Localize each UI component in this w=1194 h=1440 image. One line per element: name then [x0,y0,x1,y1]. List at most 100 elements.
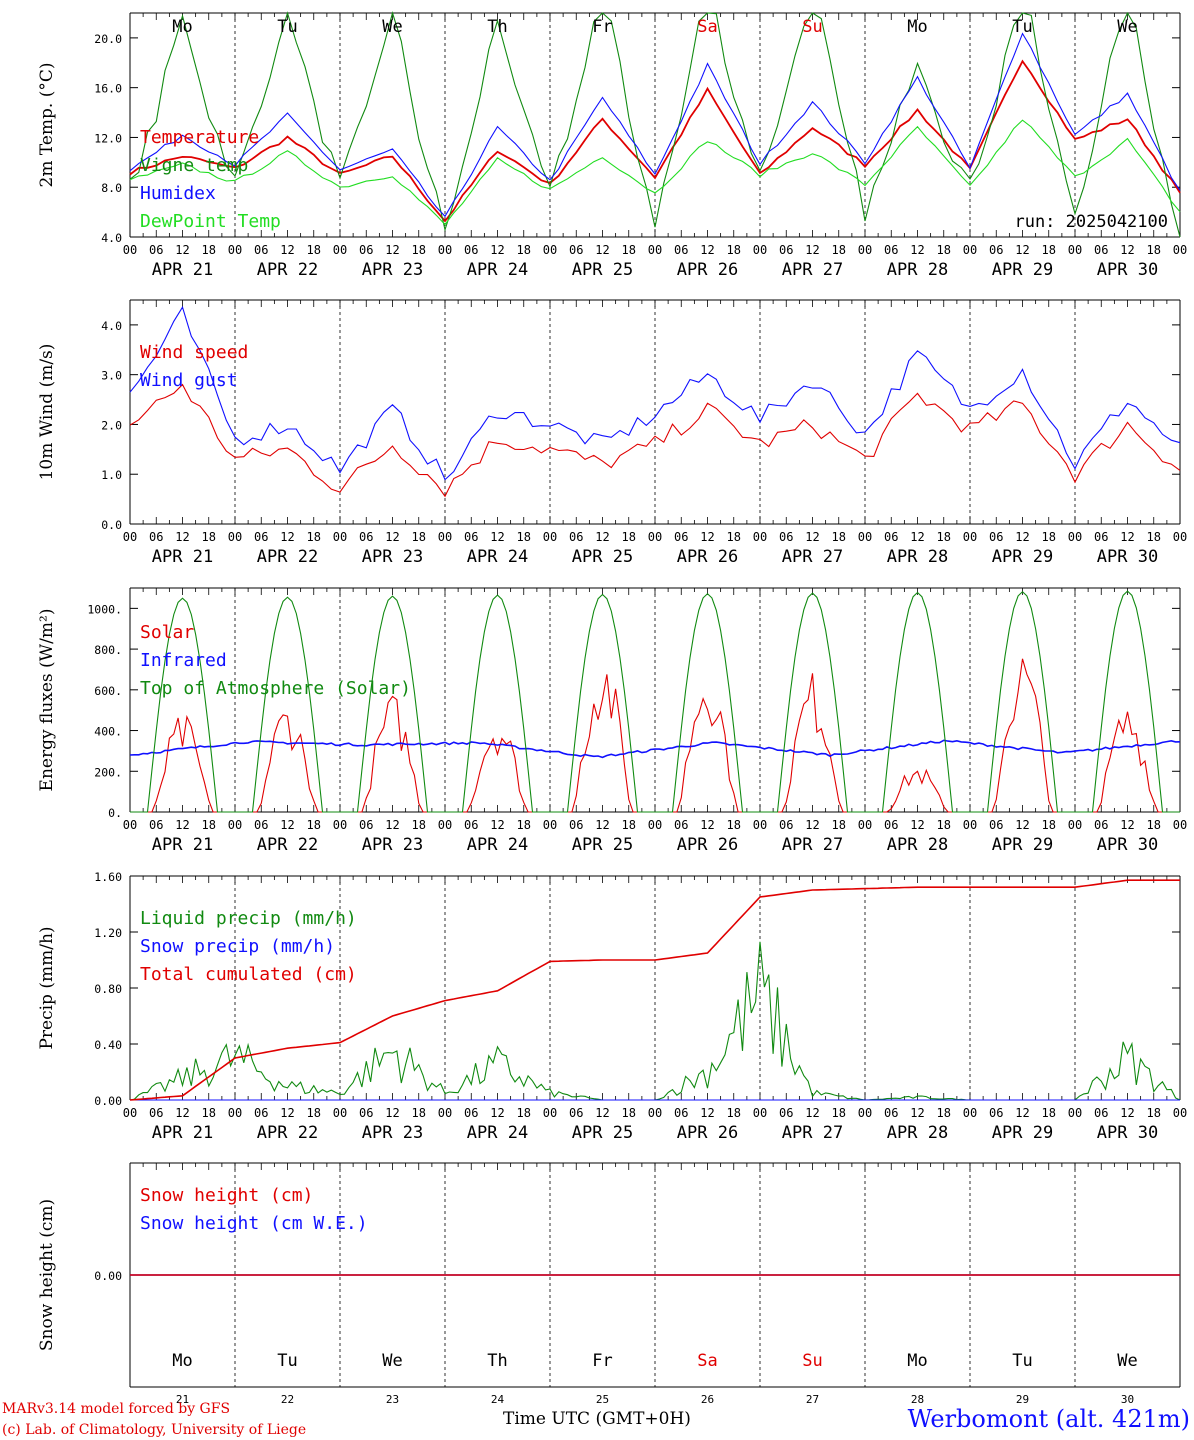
date-label: APR 27 [782,835,843,855]
hour-label: 06 [359,818,373,832]
y-tick-label: 12.0 [94,131,122,145]
hour-label: 18 [622,1106,636,1120]
hour-label: 06 [989,243,1003,257]
weekday-label: Su [802,1351,822,1371]
hour-label: 00 [648,1106,662,1120]
hour-label: 00 [1173,818,1187,832]
y-tick-label: 3.0 [101,369,122,383]
hour-label: 12 [595,818,609,832]
hour-label: 12 [910,818,924,832]
hour-label: 00 [123,818,137,832]
y-tick-label: 0.80 [94,982,122,996]
hour-label: 12 [385,243,399,257]
hour-label: 00 [648,530,662,544]
series-wind-gust [129,305,1181,481]
hour-label: 18 [412,530,426,544]
hour-label: 00 [543,818,557,832]
legend-entry: Vigne temp [140,155,248,176]
weekday-label: Fr [592,17,612,37]
series-temperature [129,59,1181,223]
hour-label: 00 [858,243,872,257]
day-number: 24 [491,1393,505,1406]
legend-entry: Temperature [140,127,259,148]
date-label: APR 26 [677,835,738,855]
hour-label: 06 [569,530,583,544]
date-label: APR 25 [572,835,633,855]
hour-label: 06 [149,818,163,832]
hour-label: 00 [228,818,242,832]
date-label: APR 21 [152,835,213,855]
legend-entry: Liquid precip (mm/h) [140,908,357,929]
hour-label: 12 [175,818,189,832]
y-tick-label: 0.0 [101,518,122,532]
hour-label: 06 [674,1106,688,1120]
hour-label: 00 [1068,818,1082,832]
hour-label: 18 [832,530,846,544]
y-tick-label: 0.00 [94,1269,122,1283]
date-label: APR 27 [782,547,843,567]
hour-label: 12 [175,530,189,544]
hour-label: 12 [175,1106,189,1120]
hour-label: 18 [517,530,531,544]
date-label: APR 29 [992,260,1053,280]
hour-label: 06 [989,818,1003,832]
legend-entry: Total cumulated (cm) [140,964,357,985]
weekday-label: We [382,1351,402,1371]
date-label: APR 25 [572,1123,633,1143]
hour-label: 18 [307,818,321,832]
hour-label: 12 [490,818,504,832]
date-label: APR 28 [887,1123,948,1143]
date-label: APR 22 [257,547,318,567]
weekday-label: Tu [1012,1351,1032,1371]
hour-label: 00 [648,243,662,257]
day-number: 22 [281,1393,294,1406]
date-label: APR 26 [677,547,738,567]
hour-label: 06 [359,530,373,544]
weekday-label: Mo [907,1351,927,1371]
hour-label: 06 [989,530,1003,544]
weekday-label: Su [802,17,822,37]
y-tick-label: 200. [94,765,122,779]
date-label: APR 22 [257,260,318,280]
date-label: APR 29 [992,547,1053,567]
weekday-label: Mo [172,17,192,37]
hour-label: 12 [805,243,819,257]
hour-label: 00 [543,243,557,257]
y-tick-label: 20.0 [94,32,122,46]
y-tick-label: 4.0 [101,319,122,333]
hour-label: 06 [569,1106,583,1120]
hour-label: 12 [385,530,399,544]
run-label: run: 2025042100 [1014,212,1168,232]
hour-label: 00 [753,530,767,544]
hour-label: 00 [1173,530,1187,544]
y-axis-label: Snow height (cm) [37,1199,57,1351]
hour-label: 06 [1094,1106,1108,1120]
hour-label: 12 [385,818,399,832]
hour-label: 12 [805,530,819,544]
y-tick-label: 1.60 [94,870,122,884]
weekday-label: Fr [592,1351,612,1371]
hour-label: 18 [1147,530,1161,544]
hour-label: 18 [1042,1106,1056,1120]
hour-label: 18 [622,530,636,544]
date-label: APR 22 [257,1123,318,1143]
hour-label: 06 [674,818,688,832]
hour-label: 00 [1068,530,1082,544]
weekday-label: We [1117,17,1137,37]
date-label: APR 29 [992,835,1053,855]
legend-entry: Infrared [140,650,227,671]
legend-entry: Top of Atmosphere (Solar) [140,678,411,699]
series-total-cumulated-cm- [129,879,1180,1101]
hour-label: 18 [1147,243,1161,257]
date-label: APR 27 [782,1123,843,1143]
hour-label: 06 [254,818,268,832]
hour-label: 18 [937,1106,951,1120]
y-tick-label: 1.20 [94,926,122,940]
day-number: 28 [911,1393,924,1406]
legend-entry: Humidex [140,183,216,204]
hour-label: 18 [832,243,846,257]
hour-label: 18 [1042,243,1056,257]
hour-label: 00 [333,530,347,544]
hour-label: 06 [779,243,793,257]
y-tick-label: 400. [94,725,122,739]
